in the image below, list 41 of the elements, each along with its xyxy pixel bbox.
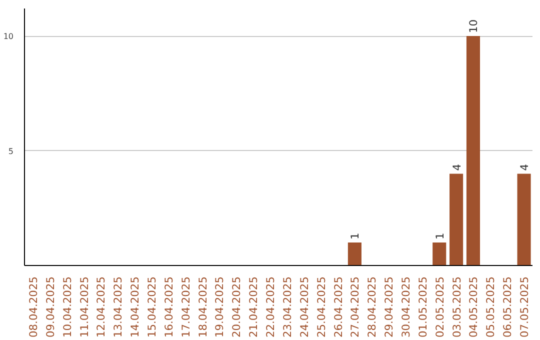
x-tick-label: 24.04.2025: [298, 276, 311, 338]
bar: [517, 174, 531, 266]
data-label: 1: [348, 232, 362, 240]
x-tick-label: 11.04.2025: [78, 276, 91, 338]
x-tick-label: 26.04.2025: [332, 276, 345, 338]
x-tick-label: 09.04.2025: [44, 276, 57, 338]
bar: [432, 242, 446, 266]
y-tick-label: 5: [8, 146, 14, 156]
x-tick-label: 21.04.2025: [247, 276, 260, 338]
x-tick-label: 08.04.2025: [26, 276, 40, 338]
x-tick-label: 20.04.2025: [230, 276, 244, 338]
data-label: 10: [467, 19, 480, 34]
x-tick-label: 22.04.2025: [264, 276, 278, 338]
x-tick-label: 13.04.2025: [112, 276, 125, 338]
bar: [450, 174, 464, 266]
bar: [466, 36, 480, 266]
x-tick-label: 28.04.2025: [366, 276, 379, 338]
x-tick-label: 07.05.2025: [518, 276, 532, 338]
x-tick-label: 02.05.2025: [433, 276, 446, 338]
x-tick-label: 15.04.2025: [146, 276, 158, 338]
x-tick-label: 05.05.2025: [484, 276, 498, 338]
x-tick-label: 14.04.2025: [128, 276, 142, 338]
x-tick-label: 06.05.2025: [501, 276, 514, 338]
x-tick-label: 19.04.2025: [213, 276, 226, 338]
x-tick-label: 18.04.2025: [196, 276, 210, 338]
data-label: 1: [433, 232, 446, 240]
data-label: 4: [450, 164, 464, 171]
x-tick-label: 03.05.2025: [450, 276, 464, 338]
x-tick-label: 16.04.2025: [162, 276, 176, 338]
x-tick-label: 23.04.2025: [280, 276, 294, 338]
x-tick-label: 04.05.2025: [467, 276, 480, 338]
x-tick-label: 01.05.2025: [416, 276, 430, 338]
bar: [348, 242, 362, 266]
x-tick-label: 17.04.2025: [179, 276, 192, 338]
x-tick-label: 29.04.2025: [382, 276, 396, 338]
x-tick-label: 27.04.2025: [348, 276, 362, 338]
x-tick-label: 10.04.2025: [60, 276, 74, 338]
x-tick-label: 12.04.2025: [94, 276, 108, 338]
x-tick-label: 25.04.2025: [314, 276, 328, 338]
x-tick-label: 30.04.2025: [400, 276, 412, 338]
data-label: 4: [518, 164, 532, 171]
